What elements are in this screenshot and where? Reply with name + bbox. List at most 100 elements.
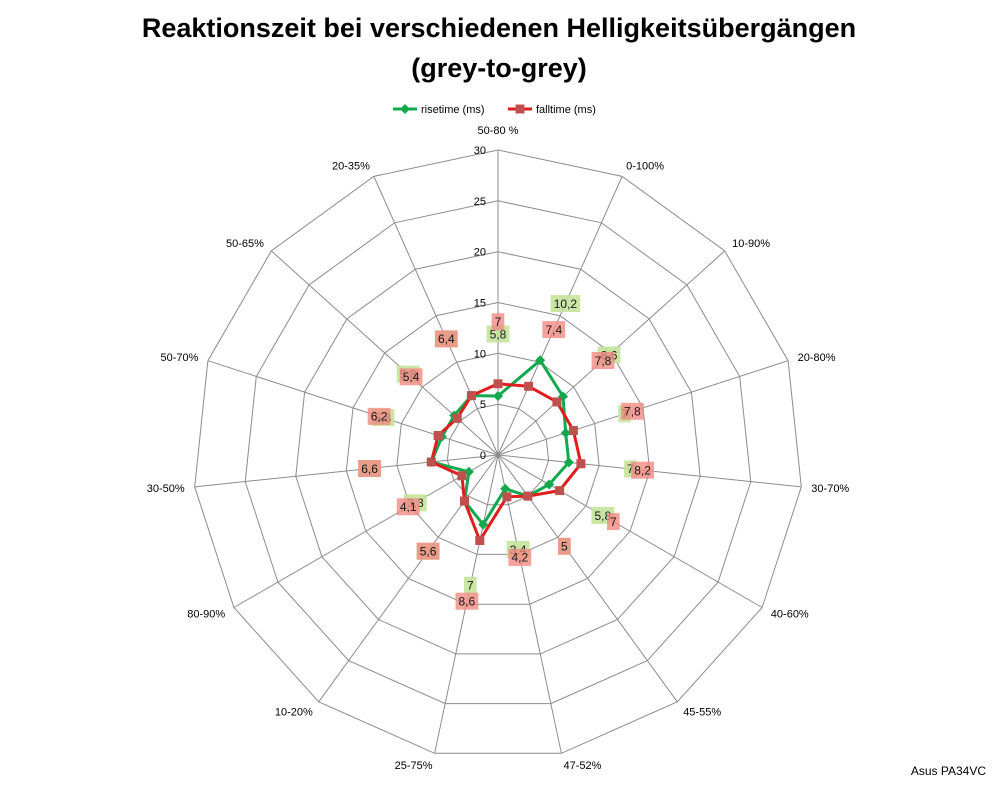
falltime-label-box (358, 460, 381, 477)
falltime-label-box (367, 407, 391, 425)
risetime-label-box (550, 295, 581, 313)
tick-label: 30 (474, 145, 486, 157)
falltime-label-box (607, 513, 620, 531)
falltime-label-box (396, 498, 420, 516)
grid-ring (244, 200, 752, 705)
risetime-point (478, 519, 489, 530)
falltime-data-label: 8,6 (459, 595, 476, 609)
falltime-point (467, 391, 476, 401)
risetime-point (535, 355, 546, 366)
category-label: 47-52% (564, 760, 602, 772)
tick-label: 20 (474, 247, 486, 259)
grid-ring (345, 301, 651, 605)
falltime-point (523, 491, 533, 501)
grid-ring (446, 403, 550, 506)
axis-spoke (497, 454, 562, 754)
falltime-line (429, 382, 583, 542)
risetime-data-label: 7 (467, 579, 474, 593)
grid-ring (194, 149, 802, 754)
falltime-data-label: 7 (610, 515, 617, 529)
falltime-label-box (631, 461, 654, 479)
axis-spoke (318, 454, 499, 703)
risetime-point (500, 483, 511, 494)
legend-marker-square-icon (515, 104, 525, 114)
falltime-point (426, 457, 436, 467)
data-labels: 5,810,28,6775,853,475,63,36,65,85,86,477… (358, 295, 654, 610)
falltime-label-box (508, 548, 532, 566)
risetime-data-label: 10,2 (554, 297, 578, 311)
legend-item-risetime: risetime (ms) (393, 104, 485, 116)
category-label: 40-60% (771, 609, 809, 621)
category-label: 0-100% (626, 160, 664, 172)
falltime-point (502, 492, 512, 502)
risetime-point (563, 457, 574, 468)
tick-label: 25 (474, 196, 486, 208)
falltime-label-box (591, 352, 615, 369)
radar-grid (194, 149, 802, 754)
falltime-point (576, 459, 586, 469)
falltime-data-label: 8,2 (634, 464, 651, 478)
falltime-data-label: 6,4 (438, 332, 455, 346)
falltime-data-label: 4,2 (511, 551, 528, 565)
tick-label: 5 (480, 399, 486, 411)
falltime-point (433, 431, 443, 440)
chart-subtitle: (grey-to-grey) (411, 53, 587, 83)
tick-label: 15 (474, 298, 486, 310)
falltime-data-label: 5,4 (403, 370, 420, 384)
falltime-data-label: 7,4 (545, 323, 562, 337)
radial-axis-ticks: 0 5 10 15 20 25 30 (474, 145, 486, 462)
category-label: 10-90% (732, 238, 770, 250)
axis-spoke (373, 176, 499, 456)
falltime-point (524, 381, 534, 391)
axis-spoke (497, 454, 763, 608)
falltime-point (457, 471, 467, 481)
risetime-point (544, 479, 555, 490)
falltime-label-box (416, 542, 440, 560)
falltime-data-label: 6,6 (361, 462, 378, 476)
legend-label: falltime (ms) (536, 104, 596, 116)
falltime-data-label: 7,8 (624, 405, 641, 419)
legend-marker-diamond-icon (400, 104, 410, 114)
tick-label: 10 (474, 348, 486, 360)
falltime-point (493, 379, 503, 389)
falltime-data-label: 7 (495, 315, 502, 329)
axis-spoke (233, 454, 499, 608)
falltime-point (555, 486, 565, 496)
falltime-label-box (434, 330, 458, 348)
falltime-data-label: 5 (561, 540, 568, 554)
risetime-data-label: 7 (627, 462, 634, 476)
legend-label: risetime (ms) (421, 104, 485, 116)
falltime-label-box (621, 402, 644, 420)
falltime-data-label: 4,1 (400, 500, 417, 514)
category-label: 25-75% (395, 760, 433, 772)
risetime-point (560, 428, 571, 438)
axis-spoke (194, 454, 499, 488)
falltime-point (552, 397, 562, 407)
falltime-data-label: 5,6 (420, 545, 437, 559)
legend-item-falltime: falltime (ms) (508, 104, 596, 116)
falltime-data-label: 6,2 (371, 410, 388, 424)
category-label: 20-35% (332, 160, 370, 172)
falltime-label-box (558, 537, 571, 555)
category-label: 50-80 % (478, 125, 519, 137)
series-falltime (426, 379, 586, 545)
grid-ring (295, 251, 701, 655)
falltime-point (460, 496, 469, 506)
category-label: 50-70% (160, 352, 198, 364)
falltime-point (452, 413, 462, 423)
category-label: 80-90% (187, 609, 225, 621)
falltime-point (568, 426, 578, 435)
category-label: 30-70% (811, 483, 849, 495)
category-label: 20-80% (798, 352, 836, 364)
grid-ring (396, 352, 600, 555)
category-label: 30-50% (147, 483, 185, 495)
legend: risetime (ms) falltime (ms) (393, 104, 596, 116)
risetime-data-label: 5,8 (490, 327, 507, 341)
monitor-model-label: Asus PA34VC (910, 764, 986, 778)
risetime-point (493, 391, 503, 401)
axis-spoke (497, 176, 623, 456)
falltime-label-box (491, 313, 505, 331)
falltime-point (475, 536, 485, 545)
tick-label: 0 (480, 450, 486, 462)
